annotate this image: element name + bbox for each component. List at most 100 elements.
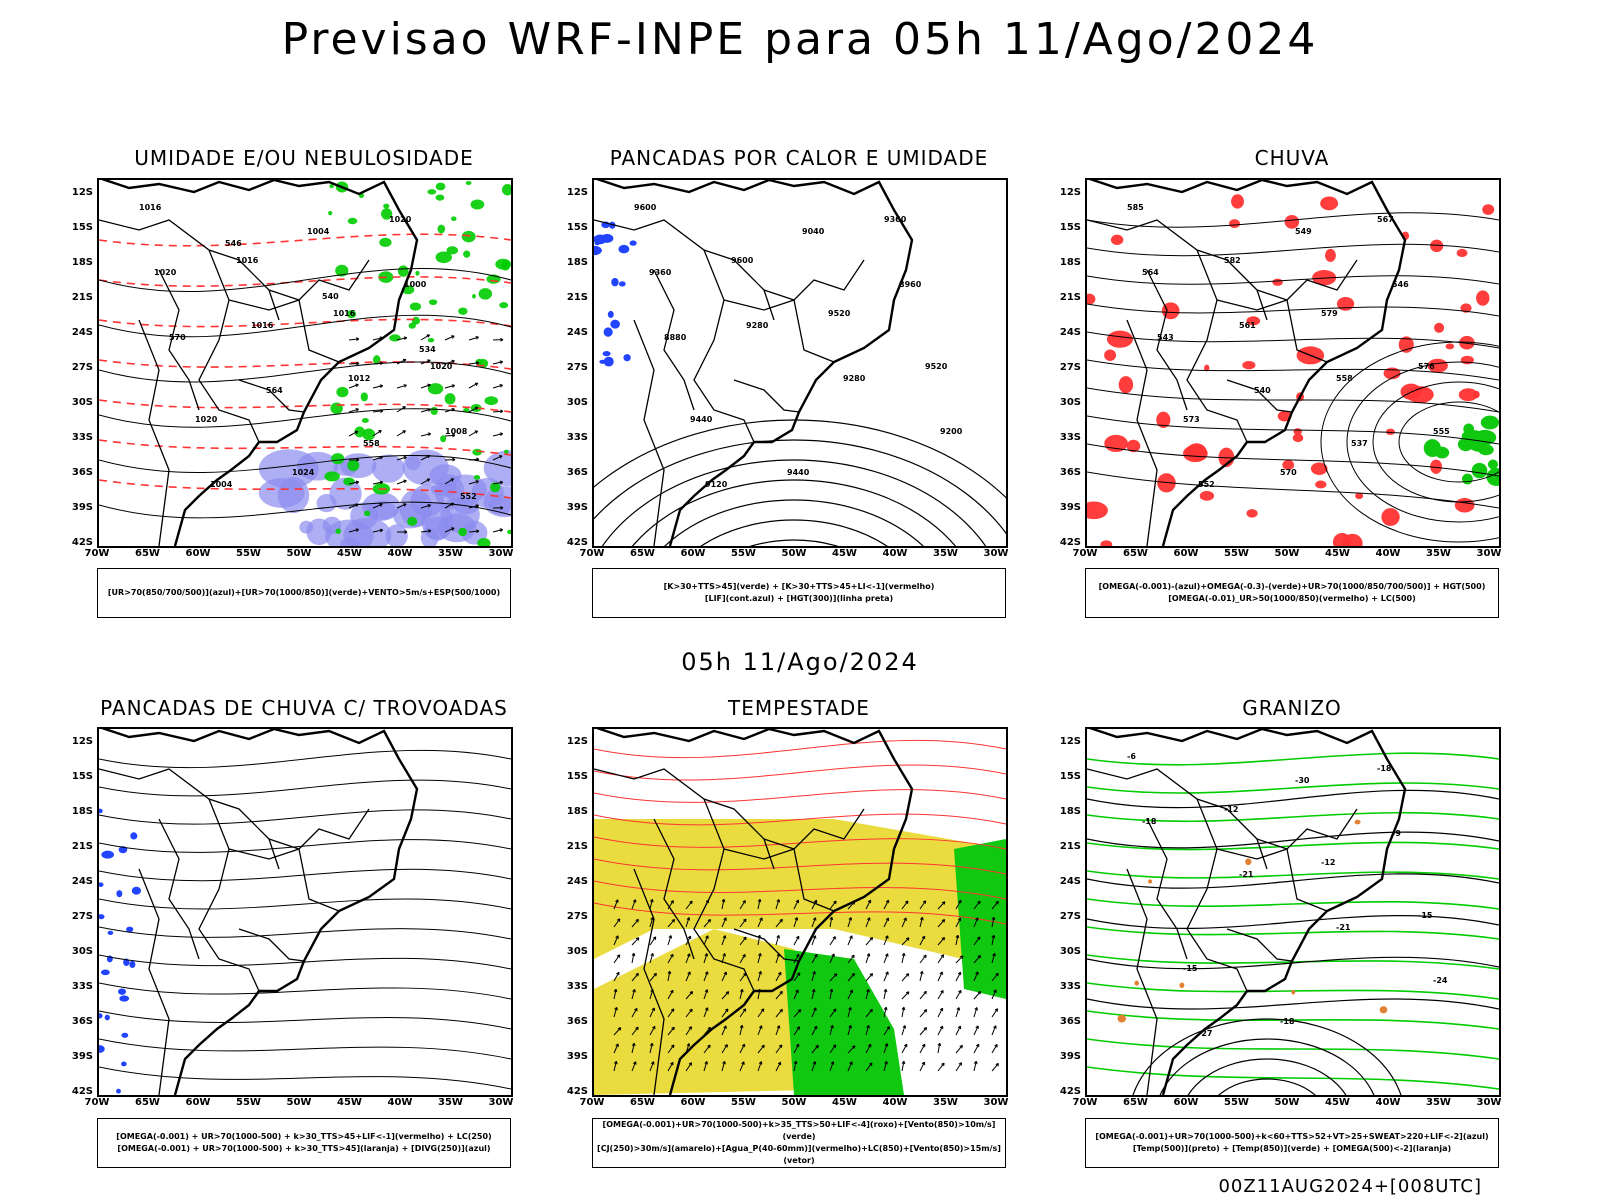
lon-tick-label: 45W [832,548,857,559]
tempestade-wind-vector-head-166 [905,991,910,995]
umidade-e-ou-nebulosidade-lower-humidity-patch-0 [415,270,420,276]
tempestade-wind-vector-212 [991,935,995,946]
lat-tick-label: 27S [1059,911,1081,922]
tempestade-wind-vector-head-59 [707,1044,711,1049]
granizo-border-2 [1146,818,1188,960]
umidade-e-ou-nebulosidade-wind-vector-29 [420,384,431,389]
umidade-e-ou-nebulosidade-wind-vector-3 [348,408,359,413]
pancadas-de-chuva-c-trovoadas-divg-patch-17 [118,988,127,995]
pancadas-por-calor-e-umidade-lif-patch-2 [609,221,616,229]
umidade-e-ou-nebulosidade-wind-vector-47 [468,382,479,389]
tempestade-wind-vector-head-146 [866,989,870,993]
lon-tick-label: 35W [438,1097,463,1108]
tempestade-wind-vector-head-90 [758,1061,763,1065]
chuva-red-rain-patch-31 [1430,239,1444,253]
pancadas-por-calor-e-umidade-lif-patch-14 [599,359,606,364]
tempestade-wind-vector-70 [739,900,746,910]
lon-tick-label: 40W [1375,548,1401,559]
tempestade-wind-vector-head-55 [704,971,709,975]
lon-tick-label: 35W [1426,548,1451,559]
chuva-hgt500-contour-7 [1087,415,1499,445]
umidade-e-ou-nebulosidade-contour-label: 1020 [430,362,453,371]
tempestade-border-4 [793,848,835,912]
umidade-e-ou-nebulosidade-wind-vector-50 [468,458,480,461]
umidade-e-ou-nebulosidade-wind-vector-head-27 [404,530,408,534]
tempestade-wind-vector-head-85 [758,971,762,975]
umidade-e-ou-nebulosidade-wind-vector-43 [444,502,455,509]
tempestade-wind-vector-115 [811,989,815,1000]
tempestade-wind-vector-96 [775,1009,783,1018]
map-canvas-tempestade [594,729,1006,1095]
lat-tick-label: 33S [1059,432,1081,443]
umidade-e-ou-nebulosidade-lower-humidity-patch-24 [507,529,511,535]
tempestade-wind-vector-head-77 [742,1008,747,1012]
umidade-e-ou-nebulosidade-wind-vector-head-18 [379,528,384,533]
tempestade-wind-vector-head-152 [885,917,890,922]
chuva-red-rain-patch-3 [1272,278,1283,286]
pancadas-de-chuva-c-trovoadas-divg-patch-20 [100,969,110,976]
legend-line: [UR>70(850/700/500)](azul)+[UR>70(1000/8… [107,588,501,597]
tempestade-wind-vector-head-122 [829,916,834,921]
tempestade-wind-vector-120 [829,900,837,910]
lon-tick-label: 50W [781,1097,807,1108]
run-info-footer: 00Z11AUG2024+[008UTC] [1218,1176,1482,1197]
legend-granizo: [OMEGA(-0.001)+UR>70(1000-500)+k<60+TTS>… [1085,1118,1499,1168]
chuva-red-rain-patch-22 [1385,428,1395,436]
tempestade-wind-vector-head-107 [797,1009,802,1013]
chuva-red-rain-patch-58 [1156,411,1171,429]
pancadas-de-chuva-c-trovoadas-divg-patch-2 [126,926,134,933]
lon-tick-label: 55W [1224,548,1249,559]
umidade-e-ou-nebulosidade-lower-humidity-patch-54 [331,453,345,465]
chuva-contour-label: 555 [1433,427,1450,436]
granizo-contour-label: -18 [1377,764,1392,773]
umidade-e-ou-nebulosidade-lower-humidity-patch-36 [360,392,368,402]
chuva-red-rain-patch-39 [1242,360,1256,370]
tempestade-wind-vector-49 [685,1062,692,1072]
pancadas-de-chuva-c-trovoadas-divg-patch-15 [104,1014,110,1021]
tempestade-wind-vector-head-102 [794,917,799,921]
umidade-e-ou-nebulosidade-border-4 [298,299,340,363]
tempestade-wind-vector-30 [667,900,674,910]
lon-tick-label: 60W [1173,548,1199,559]
lat-tick-label: 30S [566,946,588,957]
tempestade-wind-vector-head-179 [921,1043,926,1048]
granizo-temp500-contour-5 [1087,998,1499,1010]
umidade-e-ou-nebulosidade-wind-vector-head-25 [403,479,407,484]
lat-tick-label: 12S [566,187,588,198]
tempestade-water-contour-contour-1 [594,764,1006,781]
pancadas-por-calor-e-umidade-lif-patch-8 [603,327,613,337]
chuva-red-rain-patch-7 [1460,303,1472,313]
chuva-red-rain-patch-23 [1445,343,1455,350]
lat-tick-label: 21S [1059,292,1081,303]
tempestade-wind-vector-179 [919,1061,925,1072]
umidade-e-ou-nebulosidade-lower-humidity-patch-66 [364,510,371,517]
tempestade-wind-vector-head-162 [903,917,907,921]
chuva-red-rain-patch-25 [1459,335,1475,350]
tempestade-wind-vector-head-20 [633,1061,637,1065]
umidade-e-ou-nebulosidade-wind-vector-15 [372,481,383,485]
lat-tick-label: 27S [71,362,93,373]
tempestade-wind-vector-head-12 [635,918,639,923]
granizo-temp500-cold-ring-3 [1132,1018,1402,1095]
tempestade-wind-vector-78 [739,1043,746,1054]
lat-tick-label: 21S [566,292,588,303]
chuva-red-rain-patch-8 [1342,533,1363,546]
main-title: Previsao WRF-INPE para 05h 11/Ago/2024 [281,14,1319,65]
tempestade-wind-vector-58 [703,1044,711,1054]
tempestade-wind-vector-head-169 [904,1043,908,1048]
granizo-contour-label: -12 [1224,805,1238,814]
chuva-contour-label: 543 [1157,333,1174,342]
tempestade-wind-vector-1 [613,918,621,928]
umidade-e-ou-nebulosidade-wind-vector-head-49 [474,406,479,411]
tempestade-wind-vector-201 [973,917,979,928]
tempestade-wind-vector-60 [721,899,725,910]
chuva-contour-label: 567 [1377,215,1394,224]
tempestade-wind-vector-174 [919,971,923,982]
lat-tick-label: 21S [71,841,93,852]
lat-tick-label: 18S [1059,806,1081,817]
lat-tick-label: 30S [71,946,93,957]
tempestade-wind-vector-head-24 [650,953,654,957]
tempestade-wind-vector-head-137 [848,1007,852,1011]
map-panel-chuva: 585 582 579 576 573 570 567 564 561 558 555 552 549 5… [1085,178,1501,548]
pancadas-por-calor-e-umidade-lif-patch-15 [611,277,619,287]
